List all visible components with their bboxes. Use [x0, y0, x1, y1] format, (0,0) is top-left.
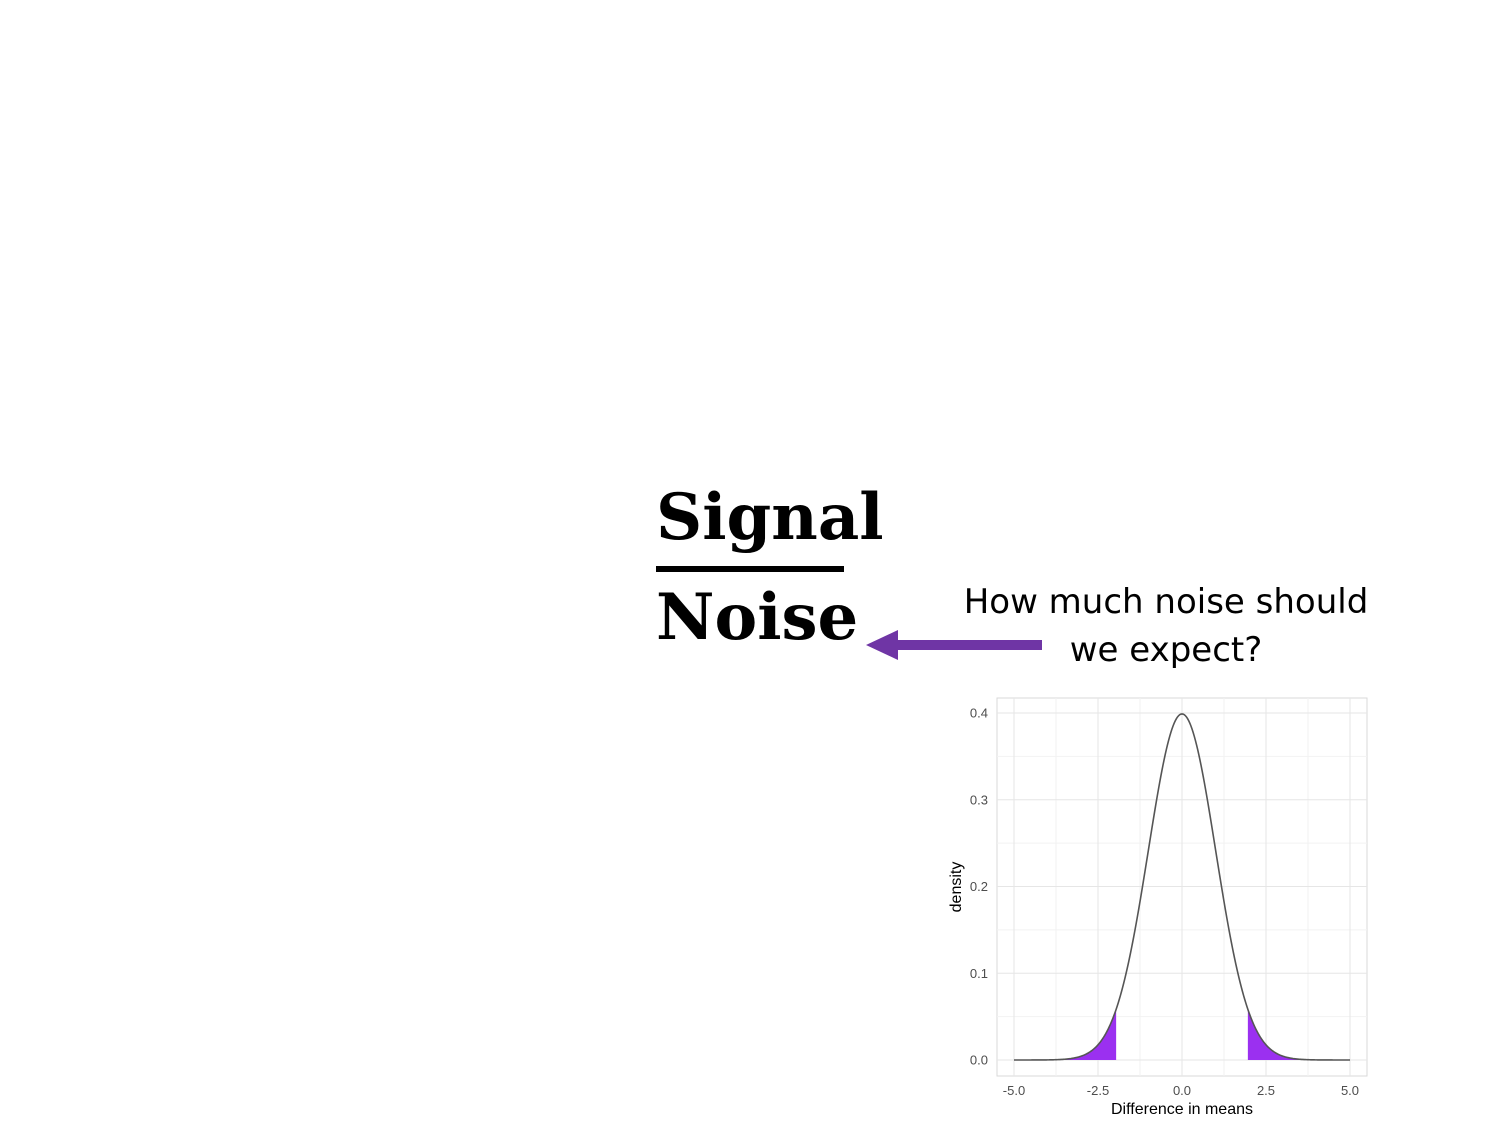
- y-tick-label: 0.3: [970, 792, 988, 807]
- y-tick-label: 0.0: [970, 1053, 988, 1068]
- density-curve: [1014, 713, 1350, 1061]
- density-chart: -5.0 -2.5 0.0 2.5 5.0 0.0 0.1 0.2 0.3 0.4 Differen…: [948, 697, 1368, 1118]
- fraction-bar: [656, 566, 844, 572]
- denominator-noise: Noise: [656, 580, 859, 655]
- left-arrow-icon: [866, 630, 1042, 660]
- x-tick-label: 2.5: [1257, 1083, 1275, 1098]
- x-tick-label: -5.0: [1003, 1083, 1025, 1098]
- right-tail-area: [1247, 1009, 1350, 1060]
- y-tick-label: 0.2: [970, 879, 988, 894]
- signal-noise-fraction: Signal Noise: [656, 478, 884, 658]
- left-tail-area: [1014, 1009, 1117, 1060]
- y-tick-label: 0.1: [970, 966, 988, 981]
- x-axis-label: Difference in means: [1111, 1101, 1253, 1118]
- x-tick-label: 5.0: [1341, 1083, 1359, 1098]
- x-tick-label: 0.0: [1173, 1083, 1191, 1098]
- numerator-signal: Signal: [656, 480, 884, 555]
- question-text: How much noise should we expect?: [963, 582, 1369, 670]
- x-tick-label: -2.5: [1087, 1083, 1109, 1098]
- y-tick-label: 0.4: [970, 706, 988, 721]
- y-axis-label: density: [948, 862, 965, 913]
